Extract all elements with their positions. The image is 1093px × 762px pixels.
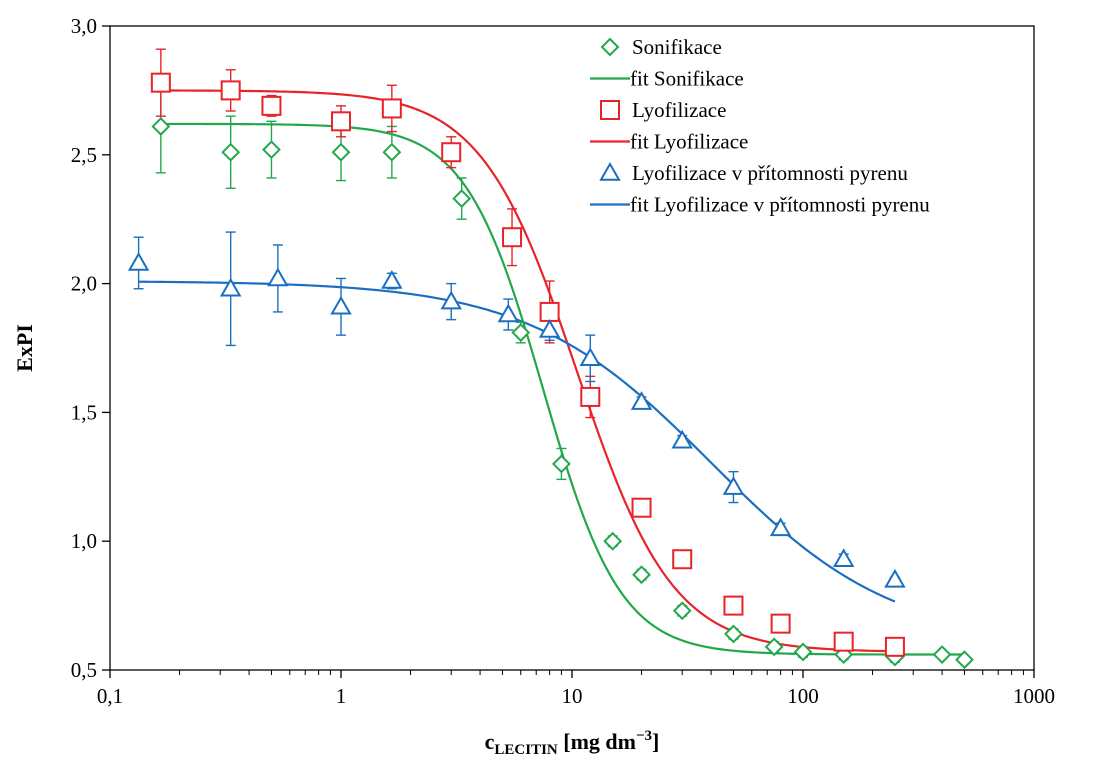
data-point (502, 227, 523, 248)
data-point (262, 140, 281, 160)
y-tick-label: 2,5 (71, 143, 97, 167)
data-point (150, 72, 171, 93)
data-point (632, 565, 651, 585)
data-point (331, 111, 351, 132)
data-point (770, 613, 791, 634)
data-point (267, 267, 289, 287)
x-tick-label: 1000 (1013, 684, 1055, 708)
data-point (630, 391, 653, 410)
data-point (672, 601, 692, 621)
data-point (539, 301, 560, 322)
data-point (219, 277, 242, 297)
data-point (832, 548, 855, 567)
data-point (497, 303, 520, 323)
data-point (955, 650, 974, 670)
data-markers (127, 72, 974, 670)
legend: Sonifikace fit Sonifikace Lyofilizace fit L… (590, 35, 930, 217)
x-axis-title-subscript: LECITIN (494, 742, 558, 758)
y-tick-label: 0,5 (71, 658, 97, 682)
y-axis-title: ExPI (12, 324, 37, 372)
data-point (151, 117, 171, 136)
data-point (884, 636, 905, 657)
data-point (579, 347, 602, 367)
data-point (552, 454, 571, 474)
data-point (440, 290, 462, 310)
x-tick-label: 100 (787, 684, 819, 708)
x-axis-title-close: ] (652, 729, 659, 754)
data-point (631, 497, 652, 518)
data-point (793, 642, 813, 662)
legend-label: fit Lyofilizace v přítomnosti pyrenu (630, 193, 930, 217)
legend-label: Lyofilizace v přítomnosti pyrenu (632, 161, 908, 185)
data-point (261, 95, 282, 116)
x-axis-title-unit: [mg dm (558, 729, 636, 754)
y-tick-label: 3,0 (71, 14, 97, 38)
legend-label: fit Lyofilizace (630, 130, 748, 154)
data-point (932, 645, 952, 664)
x-axis-title: cLECITIN [mg dm−3] (485, 728, 660, 758)
data-point (723, 595, 744, 616)
data-point (884, 568, 906, 588)
data-point (220, 80, 241, 101)
data-point (764, 637, 784, 657)
x-tick-label: 0,1 (97, 684, 123, 708)
legend-marker (600, 37, 620, 57)
data-point (671, 429, 693, 449)
data-point (452, 189, 472, 209)
data-point (722, 476, 745, 495)
y-tick-label: 1,5 (71, 400, 97, 424)
data-point (221, 142, 241, 162)
data-point (833, 631, 854, 652)
legend-label: Sonifikace (632, 35, 722, 59)
fit-line (160, 122, 965, 656)
data-point (381, 98, 402, 119)
data-point (441, 142, 462, 163)
data-point (511, 323, 531, 342)
data-point (580, 386, 601, 407)
data-point (330, 295, 352, 315)
legend-marker (600, 100, 620, 120)
x-axis-title-superscript: −3 (636, 728, 652, 744)
data-point (331, 142, 351, 162)
legend-label: fit Sonifikace (630, 67, 744, 91)
data-point (381, 270, 403, 289)
legend-marker (599, 161, 621, 181)
data-point (603, 531, 623, 551)
x-tick-label: 1 (336, 684, 347, 708)
data-point (382, 142, 402, 162)
axis-ticks: 0,1 1 10 100 1000 0,5 1,0 1,5 2,0 2,5 3,0 (71, 14, 1055, 708)
y-tick-label: 1,0 (71, 529, 97, 553)
plot-area (109, 25, 1035, 671)
data-point (672, 549, 693, 570)
legend-label: Lyofilizace (632, 98, 726, 122)
x-tick-label: 10 (562, 684, 583, 708)
data-point (538, 318, 561, 338)
y-tick-label: 2,0 (71, 272, 97, 296)
data-point (769, 517, 792, 537)
data-point (724, 624, 743, 644)
x-axis-title-main: c (485, 729, 495, 754)
data-point (127, 251, 150, 271)
